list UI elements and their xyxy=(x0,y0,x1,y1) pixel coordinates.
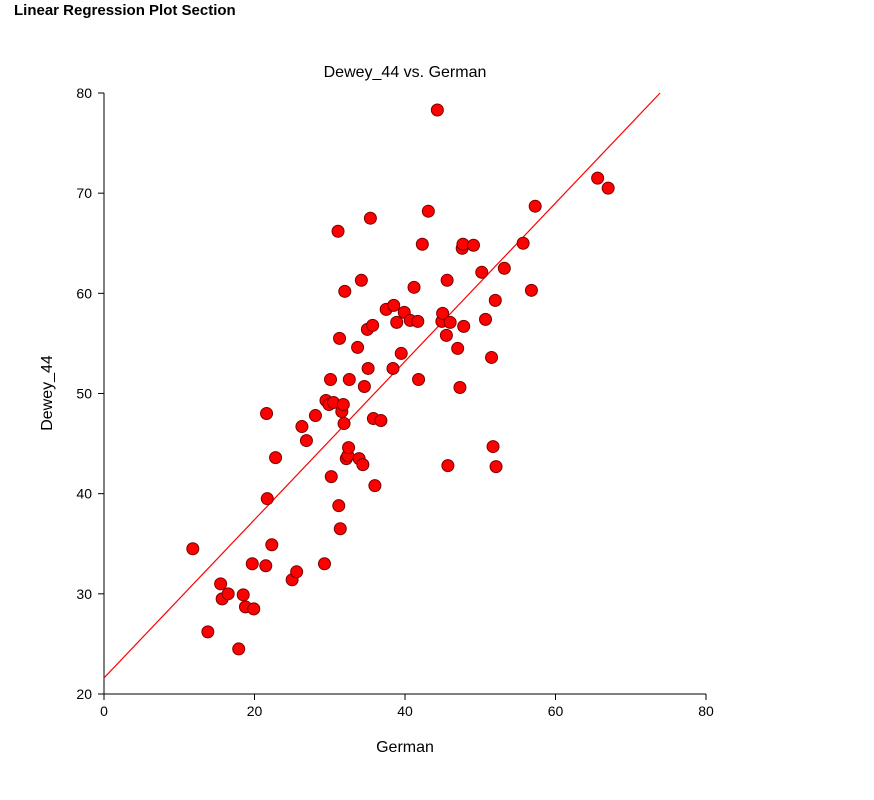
data-point xyxy=(333,331,347,345)
data-point xyxy=(489,460,503,474)
section-title: Linear Regression Plot Section xyxy=(14,2,236,19)
data-point xyxy=(451,341,465,355)
data-point xyxy=(232,642,246,656)
y-tick-label: 40 xyxy=(76,486,92,502)
data-point xyxy=(497,261,511,275)
data-point xyxy=(407,280,421,294)
data-point xyxy=(201,625,215,639)
chart-title: Dewey_44 vs. German xyxy=(324,64,487,81)
data-point xyxy=(299,434,313,448)
data-point xyxy=(324,372,338,386)
y-tick-label: 70 xyxy=(76,185,92,201)
data-point xyxy=(387,298,401,312)
y-tick-label: 80 xyxy=(76,85,92,101)
data-point xyxy=(317,557,331,571)
data-point xyxy=(247,602,261,616)
data-point xyxy=(466,238,480,252)
data-point xyxy=(260,492,274,506)
data-point xyxy=(415,237,429,251)
data-point xyxy=(457,319,471,333)
data-point xyxy=(368,479,382,493)
data-point xyxy=(591,171,605,185)
data-point xyxy=(443,315,457,329)
data-point xyxy=(363,211,377,225)
data-points xyxy=(186,103,615,656)
data-point xyxy=(186,542,200,556)
x-tick-label: 20 xyxy=(247,703,263,719)
data-point xyxy=(601,181,615,195)
data-point xyxy=(236,588,250,602)
data-point xyxy=(479,312,493,326)
x-tick-label: 80 xyxy=(698,703,714,719)
data-point xyxy=(440,273,454,287)
data-point xyxy=(366,318,380,332)
y-tick-label: 60 xyxy=(76,285,92,301)
data-point xyxy=(486,440,500,454)
data-point xyxy=(269,451,283,465)
data-point xyxy=(245,557,259,571)
data-point xyxy=(331,224,345,238)
data-point xyxy=(337,417,351,431)
data-point xyxy=(354,273,368,287)
data-point xyxy=(295,420,309,434)
data-point xyxy=(342,441,356,455)
data-point xyxy=(324,470,338,484)
data-point xyxy=(528,199,542,213)
data-point xyxy=(475,265,489,279)
data-point xyxy=(357,379,371,393)
data-point xyxy=(430,103,444,117)
axes: 0 20 40 60 80 20 30 40 50 60 70 80 xyxy=(76,85,714,719)
data-point xyxy=(374,414,388,428)
data-point xyxy=(453,380,467,394)
data-point xyxy=(338,284,352,298)
data-point xyxy=(351,340,365,354)
data-point xyxy=(412,372,426,386)
data-point xyxy=(221,587,235,601)
data-point xyxy=(488,293,502,307)
data-point xyxy=(439,328,453,342)
y-tick-label: 50 xyxy=(76,386,92,402)
data-point xyxy=(308,409,322,423)
regression-line xyxy=(103,92,661,679)
data-point xyxy=(390,315,404,329)
x-axis-label: German xyxy=(376,739,434,756)
x-tick-label: 0 xyxy=(100,703,108,719)
data-point xyxy=(361,361,375,375)
data-point xyxy=(259,559,273,573)
regression-line-group xyxy=(103,92,661,679)
data-point xyxy=(516,236,530,250)
data-point xyxy=(421,204,435,218)
data-point xyxy=(214,577,228,591)
data-point xyxy=(441,459,455,473)
x-tick-label: 40 xyxy=(397,703,413,719)
data-point xyxy=(411,314,425,328)
data-point xyxy=(342,372,356,386)
data-point xyxy=(436,306,450,320)
data-point xyxy=(336,398,350,412)
data-point xyxy=(524,283,538,297)
data-point xyxy=(265,538,279,552)
data-point xyxy=(333,522,347,536)
data-point xyxy=(386,361,400,375)
data-point xyxy=(394,346,408,360)
data-point xyxy=(485,350,499,364)
data-point xyxy=(356,458,370,472)
y-tick-label: 20 xyxy=(76,686,92,702)
data-point xyxy=(290,565,304,579)
x-tick-label: 60 xyxy=(548,703,564,719)
data-point xyxy=(332,499,346,513)
y-tick-label: 30 xyxy=(76,586,92,602)
y-axis-label: Dewey_44 xyxy=(39,355,56,431)
data-point xyxy=(260,407,274,421)
